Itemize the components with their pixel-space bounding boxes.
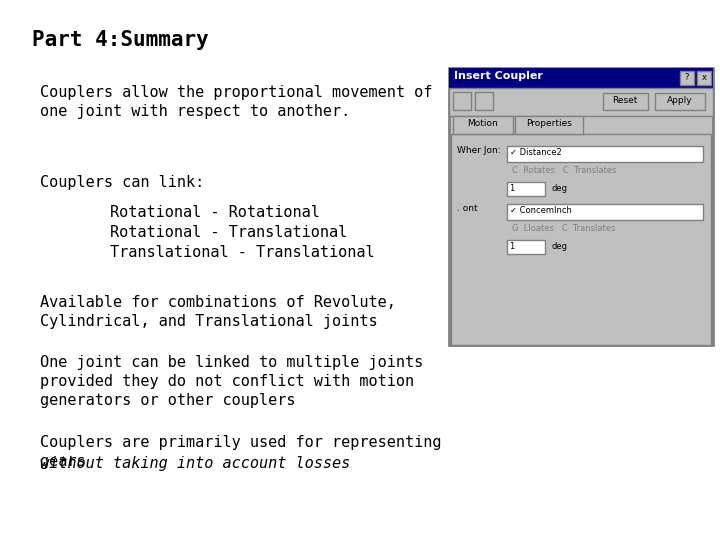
Bar [507,182,545,196]
Text: 1: 1 [509,184,514,193]
Bar [680,71,694,85]
Text: Part 4:Summary: Part 4:Summary [32,30,209,50]
Text: Properties: Properties [526,119,572,128]
Bar [507,204,703,220]
Text: Rotational - Translational: Rotational - Translational [110,225,347,240]
Text: deg: deg [551,184,567,193]
Bar [507,240,545,254]
Bar [449,68,713,345]
Bar [603,93,648,110]
Bar [507,146,703,162]
Bar [655,93,705,110]
Bar [697,71,711,85]
Text: Couplers can link:: Couplers can link: [40,175,204,190]
Text: . ont: . ont [457,204,477,213]
Text: x: x [701,73,706,82]
Text: ✓ Distance2: ✓ Distance2 [510,148,562,157]
Bar [451,134,711,345]
Bar [449,88,713,116]
Bar [453,116,513,134]
Text: ✓ ConcemInch: ✓ ConcemInch [510,206,572,215]
Text: Wher Jon:: Wher Jon: [457,146,500,155]
Text: Translational - Translational: Translational - Translational [110,245,374,260]
Bar [453,92,471,110]
Text: Rotational - Rotational: Rotational - Rotational [110,205,320,220]
Text: Reset: Reset [612,96,638,105]
Text: Available for combinations of Revolute,
Cylindrical, and Translational joints: Available for combinations of Revolute, … [40,295,396,329]
Bar [515,116,583,134]
Text: Insert Coupler: Insert Coupler [454,71,543,81]
Text: G  Lloates   C  Translates: G Lloates C Translates [512,224,616,233]
Text: deg: deg [551,242,567,251]
Text: Couplers are primarily used for representing
gears: Couplers are primarily used for represen… [40,435,441,469]
Text: Couplers allow the proportional movement of
one joint with respect to another.: Couplers allow the proportional movement… [40,85,433,119]
Text: C  Rotates   C  Translates: C Rotates C Translates [512,166,616,175]
Text: Motion: Motion [467,119,498,128]
Text: without taking into account losses: without taking into account losses [40,456,350,471]
Text: 1: 1 [509,242,514,251]
Bar [449,68,713,88]
Text: ?: ? [685,73,689,82]
Text: One joint can be linked to multiple joints
provided they do not conflict with mo: One joint can be linked to multiple join… [40,355,423,408]
Bar [475,92,493,110]
Text: Apply: Apply [667,96,693,105]
